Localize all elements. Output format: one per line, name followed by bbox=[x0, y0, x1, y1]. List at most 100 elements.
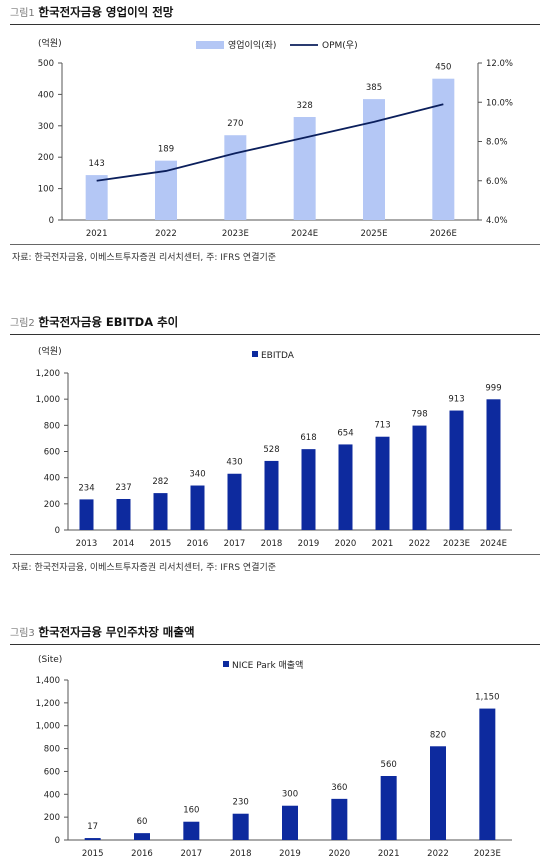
figure-2-bottom-rule bbox=[10, 554, 540, 555]
bar-data-label: 430 bbox=[226, 458, 242, 468]
y2-tick-label: 8.0% bbox=[486, 138, 508, 148]
x-tick-label: 2024E bbox=[480, 539, 507, 549]
bar-data-label: 160 bbox=[183, 806, 199, 816]
y-tick-label: 400 bbox=[44, 790, 60, 800]
bar-data-label: 17 bbox=[87, 822, 98, 832]
x-tick-label: 2021 bbox=[378, 849, 400, 859]
figure-1-title: 그림1 한국전자금융 영업이익 전망 bbox=[10, 5, 174, 19]
bar-data-label: 237 bbox=[115, 483, 131, 493]
x-tick-label: 2016 bbox=[131, 849, 153, 859]
y-tick-label: 0 bbox=[55, 526, 60, 536]
x-tick-label: 2021 bbox=[372, 539, 394, 549]
x-tick-label: 2023E bbox=[222, 229, 249, 239]
bar-data-label: 654 bbox=[337, 428, 353, 438]
bar bbox=[380, 776, 397, 840]
x-tick-label: 2026E bbox=[430, 229, 457, 239]
bar bbox=[282, 805, 298, 840]
x-tick-label: 2022 bbox=[409, 539, 431, 549]
bar bbox=[116, 498, 131, 530]
bar-data-label: 713 bbox=[374, 421, 390, 431]
y-tick-label: 1,000 bbox=[36, 395, 60, 405]
bar bbox=[363, 99, 385, 220]
bar bbox=[264, 460, 279, 530]
figure-2-title: 그림2 한국전자금융 EBITDA 추이 bbox=[10, 315, 179, 329]
y-tick-label: 800 bbox=[44, 745, 60, 755]
y-tick-label: 200 bbox=[44, 813, 60, 823]
bar bbox=[375, 436, 390, 530]
bar bbox=[486, 399, 501, 530]
bar bbox=[331, 798, 348, 840]
y-tick-label: 1,200 bbox=[36, 699, 60, 709]
legend-swatch bbox=[223, 661, 229, 667]
legend-label: NICE Park 매출액 bbox=[232, 659, 303, 671]
opm-line bbox=[96, 103, 444, 182]
bar-data-label: 913 bbox=[448, 395, 464, 405]
bar-data-label: 999 bbox=[485, 383, 501, 393]
bar bbox=[479, 708, 496, 840]
y-tick-label: 100 bbox=[38, 185, 54, 195]
legend-swatch bbox=[252, 351, 258, 357]
x-tick-label: 2018 bbox=[261, 539, 283, 549]
y-axis-unit-label: (Site) bbox=[38, 655, 62, 665]
y-tick-label: 400 bbox=[38, 90, 54, 100]
y-tick-label: 0 bbox=[49, 216, 54, 226]
bar bbox=[293, 117, 316, 220]
x-tick-label: 2015 bbox=[150, 539, 172, 549]
bar-data-label: 1,150 bbox=[475, 693, 499, 703]
chart-1: (억원) 0 100 200 300 400 500 2021 2022 2023E 2024E 20… bbox=[38, 37, 513, 239]
y-tick-label: 600 bbox=[44, 767, 60, 777]
bar-data-label: 340 bbox=[189, 470, 205, 480]
y-tick-label: 200 bbox=[44, 500, 60, 510]
x-tick-label: 2020 bbox=[335, 539, 357, 549]
bar-data-label: 143 bbox=[89, 159, 105, 169]
bar-data-label: 560 bbox=[381, 760, 397, 770]
bar-data-label: 189 bbox=[158, 145, 174, 155]
x-tick-label: 2015 bbox=[82, 849, 104, 859]
bar bbox=[85, 175, 108, 220]
x-tick-label: 2020 bbox=[329, 849, 351, 859]
y-tick-label: 600 bbox=[44, 448, 60, 458]
x-tick-label: 2023E bbox=[474, 849, 501, 859]
bar-data-label: 230 bbox=[233, 798, 249, 808]
y-tick-label: 1,400 bbox=[36, 676, 60, 686]
x-tick-label: 2017 bbox=[181, 849, 203, 859]
y2-tick-label: 6.0% bbox=[486, 177, 508, 187]
bar-data-label: 820 bbox=[430, 730, 446, 740]
y2-tick-label: 12.0% bbox=[486, 59, 513, 69]
legend-label: EBITDA bbox=[261, 351, 295, 361]
bar bbox=[79, 499, 94, 530]
bar bbox=[432, 78, 455, 220]
x-tick-label: 2021 bbox=[86, 229, 108, 239]
x-tick-label: 2025E bbox=[360, 229, 387, 239]
y-tick-label: 1,200 bbox=[36, 369, 60, 379]
bar-data-label: 300 bbox=[282, 790, 298, 800]
y2-tick-label: 10.0% bbox=[486, 98, 513, 108]
bar bbox=[183, 821, 200, 840]
chart-2: (억원) 0 200 400 600 800 1,000 1,200 2013 2014 2015 2… bbox=[36, 345, 512, 549]
bar bbox=[227, 473, 242, 530]
bar bbox=[224, 135, 247, 220]
y-tick-label: 400 bbox=[44, 474, 60, 484]
bar-data-label: 60 bbox=[137, 817, 148, 827]
bar-data-label: 450 bbox=[435, 63, 451, 73]
x-tick-label: 2022 bbox=[427, 849, 449, 859]
bar bbox=[84, 838, 101, 840]
bar bbox=[449, 410, 464, 530]
y2-tick-label: 4.0% bbox=[486, 216, 508, 226]
x-tick-label: 2022 bbox=[155, 229, 177, 239]
x-tick-label: 2017 bbox=[224, 539, 246, 549]
x-tick-label: 2018 bbox=[230, 849, 252, 859]
y-tick-label: 0 bbox=[55, 836, 60, 846]
bar bbox=[134, 833, 150, 840]
bar-data-label: 328 bbox=[297, 101, 313, 111]
bar-data-label: 282 bbox=[152, 477, 168, 487]
x-tick-label: 2024E bbox=[291, 229, 318, 239]
bar bbox=[232, 813, 249, 840]
x-tick-label: 2023E bbox=[443, 539, 470, 549]
bar bbox=[301, 449, 316, 530]
x-tick-label: 2013 bbox=[76, 539, 98, 549]
bar-data-label: 360 bbox=[331, 783, 347, 793]
y-axis-unit-label: (억원) bbox=[38, 37, 62, 49]
bar-data-label: 234 bbox=[78, 483, 94, 493]
y-tick-label: 200 bbox=[38, 153, 54, 163]
